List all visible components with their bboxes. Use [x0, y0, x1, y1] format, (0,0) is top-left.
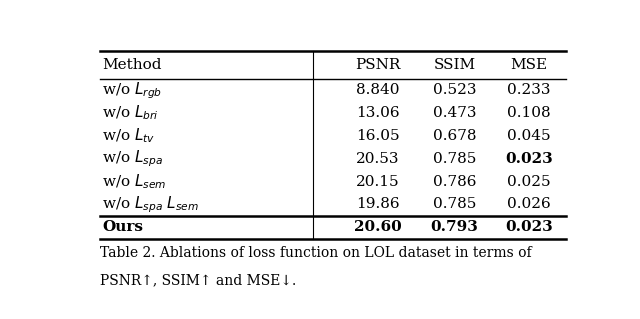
Text: 0.473: 0.473: [433, 106, 476, 120]
Text: 0.108: 0.108: [507, 106, 550, 120]
Text: w/o $L_{spa}$: w/o $L_{spa}$: [102, 148, 163, 169]
Text: w/o $L_{rgb}$: w/o $L_{rgb}$: [102, 80, 163, 100]
Text: Ours: Ours: [102, 220, 143, 234]
Text: 0.523: 0.523: [433, 83, 476, 97]
Text: 0.045: 0.045: [507, 129, 550, 143]
Text: 0.023: 0.023: [505, 152, 553, 166]
Text: 13.06: 13.06: [356, 106, 399, 120]
Text: w/o $L_{spa}$ $L_{sem}$: w/o $L_{spa}$ $L_{sem}$: [102, 194, 200, 215]
Text: Method: Method: [102, 58, 162, 72]
Text: 20.15: 20.15: [356, 174, 399, 189]
Text: PSNR: PSNR: [355, 58, 400, 72]
Text: 0.678: 0.678: [433, 129, 476, 143]
Text: 20.60: 20.60: [354, 220, 401, 234]
Text: 0.233: 0.233: [507, 83, 550, 97]
Text: 20.53: 20.53: [356, 152, 399, 166]
Text: w/o $L_{tv}$: w/o $L_{tv}$: [102, 127, 156, 145]
Text: MSE: MSE: [510, 58, 547, 72]
Text: 0.793: 0.793: [431, 220, 479, 234]
Text: w/o $L_{bri}$: w/o $L_{bri}$: [102, 104, 159, 122]
Text: 8.840: 8.840: [356, 83, 399, 97]
Text: 19.86: 19.86: [356, 197, 399, 211]
Text: SSIM: SSIM: [433, 58, 476, 72]
Text: 0.026: 0.026: [507, 197, 551, 211]
Text: PSNR↑, SSIM↑ and MSE↓.: PSNR↑, SSIM↑ and MSE↓.: [100, 273, 296, 287]
Text: 0.786: 0.786: [433, 174, 476, 189]
Text: 0.023: 0.023: [505, 220, 553, 234]
Text: 16.05: 16.05: [356, 129, 399, 143]
Text: 0.785: 0.785: [433, 197, 476, 211]
Text: 0.025: 0.025: [507, 174, 550, 189]
Text: 0.785: 0.785: [433, 152, 476, 166]
Text: w/o $L_{sem}$: w/o $L_{sem}$: [102, 172, 167, 191]
Text: Table 2. Ablations of loss function on LOL dataset in terms of: Table 2. Ablations of loss function on L…: [100, 246, 531, 260]
